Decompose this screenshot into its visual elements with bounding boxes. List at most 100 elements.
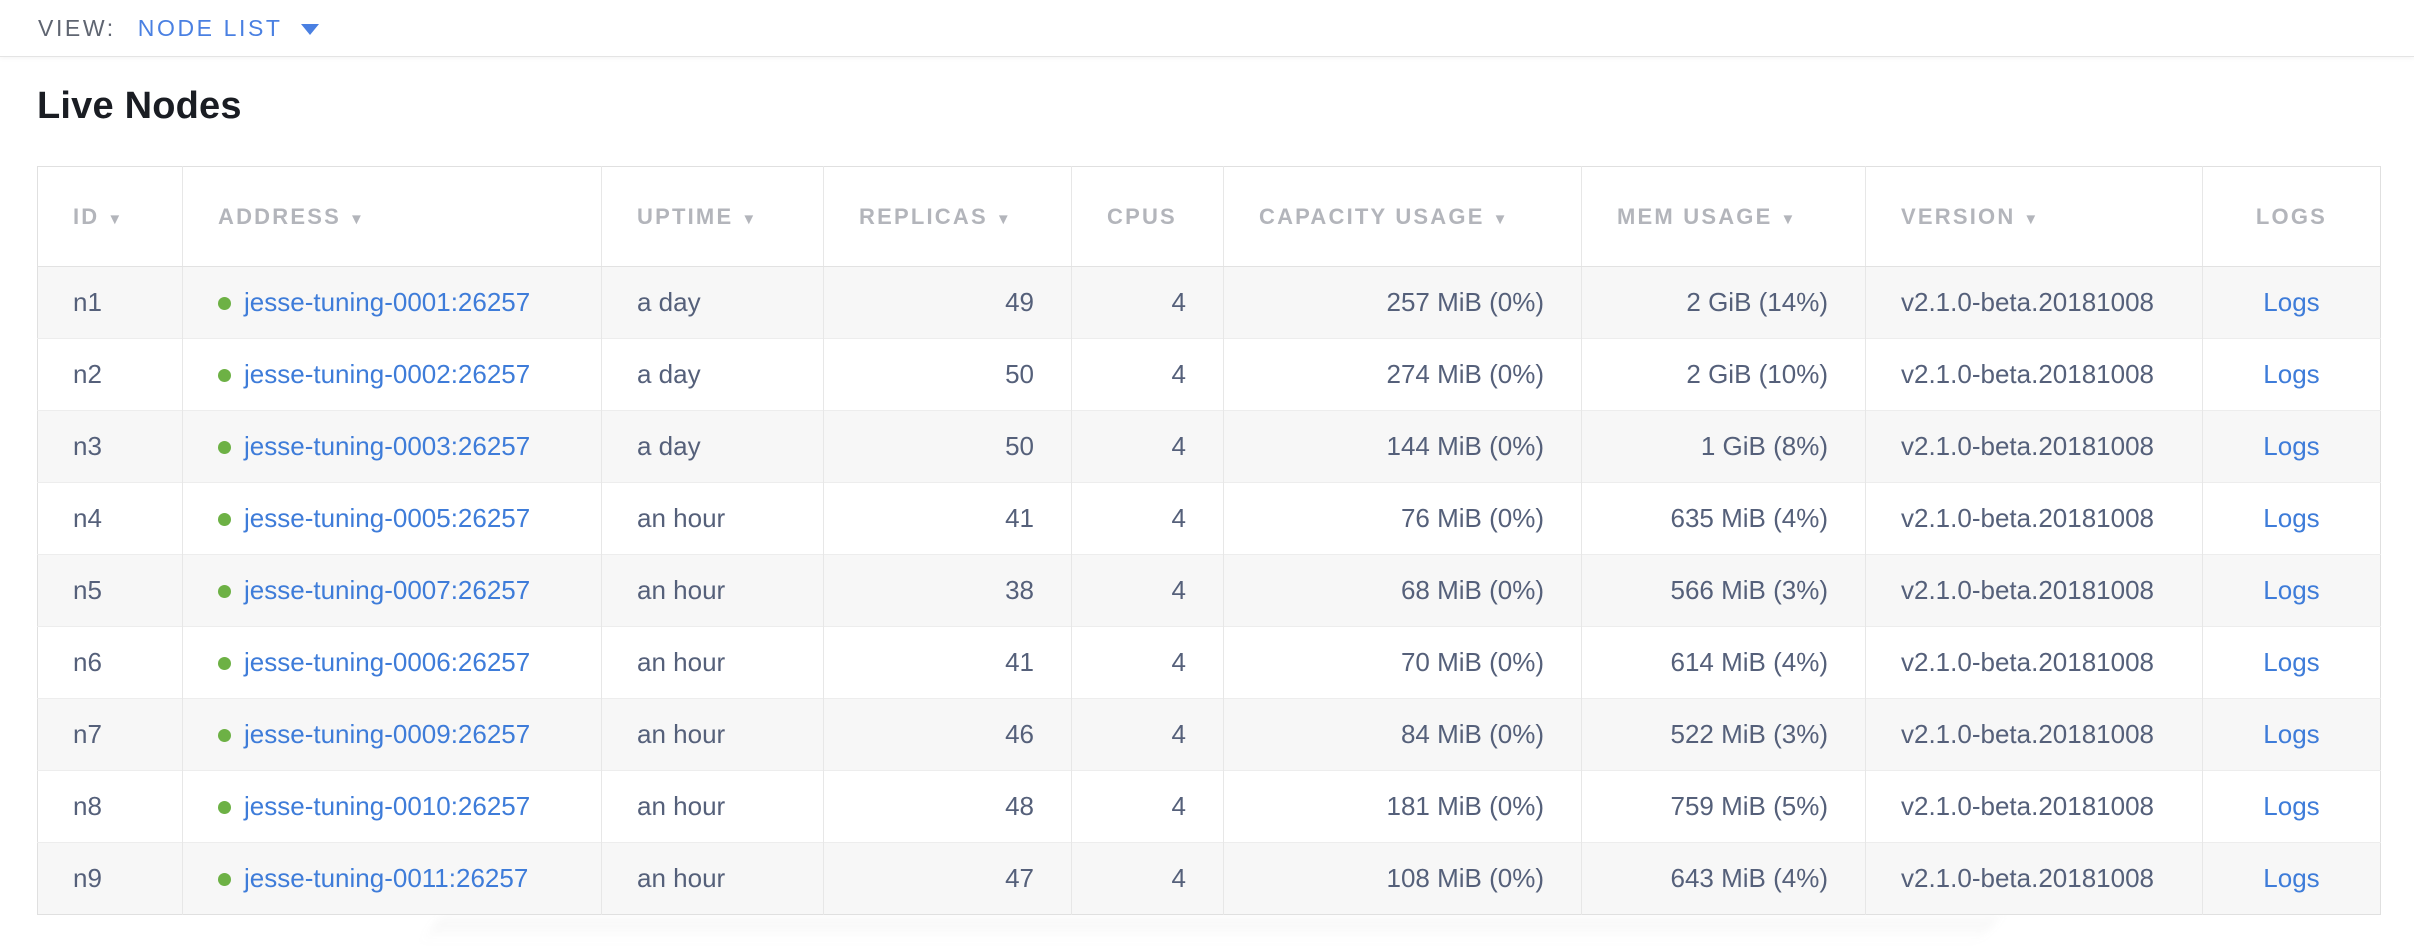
node-address-link[interactable]: jesse-tuning-0006:26257	[244, 647, 531, 677]
cell-cpus: 4	[1071, 410, 1224, 483]
view-label: VIEW:	[38, 14, 116, 41]
sort-desc-arrow-icon: ▼	[2023, 210, 2041, 228]
view-selected-value: NODE LIST	[137, 14, 283, 41]
column-header-logs: LOGS	[2202, 166, 2381, 267]
node-healthy-dot-icon	[218, 297, 231, 310]
cell-mem-usage: 635 MiB (4%)	[1581, 482, 1866, 555]
cell-node-id: n7	[37, 698, 183, 771]
cell-uptime: an hour	[601, 698, 824, 771]
cell-uptime: a day	[601, 266, 824, 339]
cell-replicas: 49	[823, 266, 1072, 339]
column-header-version[interactable]: VERSION ▼	[1865, 166, 2203, 267]
cell-address: jesse-tuning-0002:26257	[182, 338, 602, 411]
cell-mem-usage: 643 MiB (4%)	[1581, 842, 1866, 915]
cell-logs: Logs	[2202, 482, 2381, 555]
cell-mem-usage: 759 MiB (5%)	[1581, 770, 1866, 843]
cell-replicas: 50	[823, 338, 1072, 411]
logs-link[interactable]: Logs	[2263, 503, 2320, 533]
cell-version: v2.1.0-beta.20181008	[1865, 554, 2203, 627]
logs-link[interactable]: Logs	[2263, 791, 2320, 821]
logs-link[interactable]: Logs	[2263, 863, 2320, 893]
node-healthy-dot-icon	[218, 729, 231, 742]
view-bar: VIEW: NODE LIST	[0, 0, 2414, 57]
node-address-link[interactable]: jesse-tuning-0001:26257	[244, 287, 531, 317]
node-address-link[interactable]: jesse-tuning-0011:26257	[244, 863, 529, 893]
cell-node-id: n9	[37, 842, 183, 915]
cell-replicas: 38	[823, 554, 1072, 627]
cell-logs: Logs	[2202, 554, 2381, 627]
column-header-id[interactable]: ID ▼	[37, 166, 183, 267]
cell-capacity-usage: 144 MiB (0%)	[1223, 410, 1582, 483]
node-healthy-dot-icon	[218, 585, 231, 598]
logs-link[interactable]: Logs	[2263, 359, 2320, 389]
cell-capacity-usage: 68 MiB (0%)	[1223, 554, 1582, 627]
node-address-link[interactable]: jesse-tuning-0005:26257	[244, 503, 531, 533]
cell-version: v2.1.0-beta.20181008	[1865, 266, 2203, 339]
cell-logs: Logs	[2202, 698, 2381, 771]
cell-node-id: n2	[37, 338, 183, 411]
cell-cpus: 4	[1071, 770, 1224, 843]
cell-capacity-usage: 108 MiB (0%)	[1223, 842, 1582, 915]
column-header-capacity-usage[interactable]: CAPACITY USAGE ▼	[1223, 166, 1582, 267]
table-row: n5 jesse-tuning-0007:26257 an hour 38 4 …	[37, 554, 2381, 627]
table-row: n1 jesse-tuning-0001:26257 a day 49 4 25…	[37, 266, 2381, 339]
bottom-shadow	[421, 918, 1999, 942]
node-address-link[interactable]: jesse-tuning-0003:26257	[244, 431, 531, 461]
cell-mem-usage: 2 GiB (14%)	[1581, 266, 1866, 339]
page-title: Live Nodes	[37, 85, 242, 127]
table-body: n1 jesse-tuning-0001:26257 a day 49 4 25…	[37, 266, 2381, 915]
column-header-address[interactable]: ADDRESS ▼	[182, 166, 602, 267]
cell-address: jesse-tuning-0003:26257	[182, 410, 602, 483]
cell-logs: Logs	[2203, 267, 2381, 339]
logs-link[interactable]: Logs	[2263, 719, 2320, 749]
logs-link[interactable]: Logs	[2263, 287, 2320, 317]
column-header-replicas[interactable]: REPLICAS ▼	[823, 166, 1072, 267]
cell-logs: Logs	[2202, 626, 2381, 699]
cell-cpus: 4	[1071, 266, 1224, 339]
node-healthy-dot-icon	[218, 513, 231, 526]
cell-uptime: a day	[601, 338, 824, 411]
cell-address: jesse-tuning-0001:26257	[182, 266, 602, 339]
node-healthy-dot-icon	[218, 801, 231, 814]
cell-uptime: an hour	[601, 770, 824, 843]
cell-node-id: n6	[37, 626, 183, 699]
cell-cpus: 4	[1071, 626, 1224, 699]
sort-desc-arrow-icon: ▼	[741, 210, 759, 228]
sort-desc-arrow-icon: ▼	[995, 210, 1013, 228]
cell-address: jesse-tuning-0007:26257	[182, 554, 602, 627]
table-row: n9 jesse-tuning-0011:26257 an hour 47 4 …	[37, 842, 2381, 915]
table-header-row: ID ▼ ADDRESS ▼ UPTIME ▼ REPLICAS ▼ CPUS CAPACITY …	[37, 166, 2381, 267]
node-address-link[interactable]: jesse-tuning-0007:26257	[244, 575, 531, 605]
table-row: n7 jesse-tuning-0009:26257 an hour 46 4 …	[37, 698, 2381, 771]
cell-node-id: n1	[37, 266, 183, 339]
logs-link[interactable]: Logs	[2263, 575, 2320, 605]
cell-node-id: n8	[37, 770, 183, 843]
node-healthy-dot-icon	[218, 873, 231, 886]
cell-version: v2.1.0-beta.20181008	[1865, 338, 2203, 411]
cell-replicas: 46	[823, 698, 1072, 771]
node-address-link[interactable]: jesse-tuning-0009:26257	[244, 719, 531, 749]
view-selector-dropdown[interactable]: NODE LIST	[138, 15, 319, 42]
cell-replicas: 48	[823, 770, 1072, 843]
table-row: n2 jesse-tuning-0002:26257 a day 50 4 27…	[37, 338, 2381, 411]
cell-version: v2.1.0-beta.20181008	[1865, 770, 2203, 843]
column-header-uptime[interactable]: UPTIME ▼	[601, 166, 824, 267]
logs-link[interactable]: Logs	[2263, 431, 2320, 461]
live-nodes-table: ID ▼ ADDRESS ▼ UPTIME ▼ REPLICAS ▼ CPUS CAPACITY …	[37, 166, 2381, 915]
cell-capacity-usage: 181 MiB (0%)	[1223, 770, 1582, 843]
cell-mem-usage: 614 MiB (4%)	[1581, 626, 1866, 699]
cell-node-id: n4	[37, 482, 183, 555]
cell-address: jesse-tuning-0011:26257	[182, 842, 602, 915]
logs-link[interactable]: Logs	[2263, 647, 2320, 677]
cell-logs: Logs	[2202, 770, 2381, 843]
node-address-link[interactable]: jesse-tuning-0010:26257	[244, 791, 531, 821]
node-address-link[interactable]: jesse-tuning-0002:26257	[244, 359, 531, 389]
cell-capacity-usage: 274 MiB (0%)	[1223, 338, 1582, 411]
cell-logs: Logs	[2202, 410, 2381, 483]
cell-version: v2.1.0-beta.20181008	[1865, 842, 2203, 915]
cell-version: v2.1.0-beta.20181008	[1865, 482, 2203, 555]
sort-desc-arrow-icon: ▼	[107, 210, 125, 228]
table-row: n6 jesse-tuning-0006:26257 an hour 41 4 …	[37, 626, 2381, 699]
cell-node-id: n3	[37, 410, 183, 483]
column-header-mem-usage[interactable]: MEM USAGE ▼	[1581, 166, 1866, 267]
